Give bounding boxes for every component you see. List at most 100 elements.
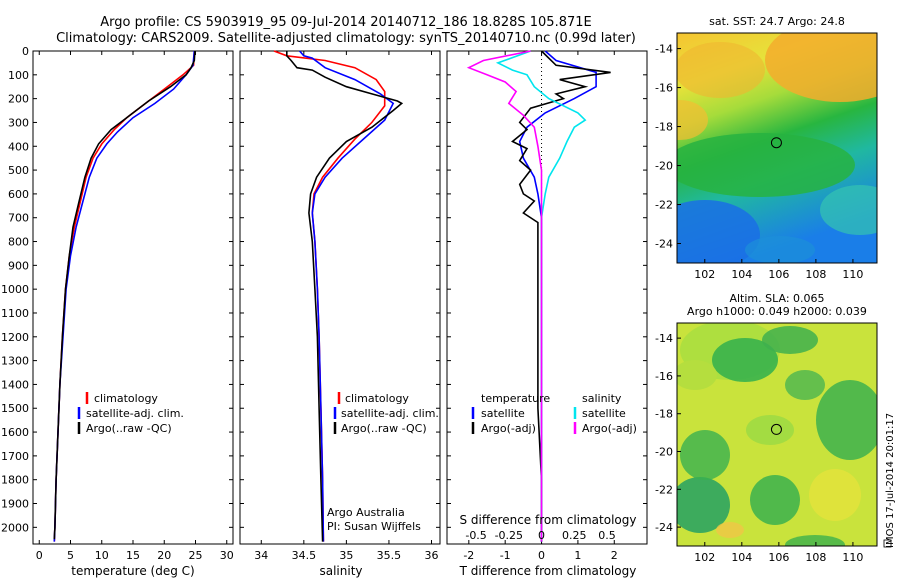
y-tick-label: 1900 xyxy=(1,498,29,511)
x-tick-label: 108 xyxy=(805,551,826,564)
x-tick-label: 104 xyxy=(731,268,752,281)
series-line-s-argo-adj- xyxy=(466,50,543,542)
y-tick-label: 1400 xyxy=(1,378,29,391)
y-tick-label: 1100 xyxy=(1,307,29,320)
argo-location-marker xyxy=(770,423,782,435)
sla-map-subtitle: Argo h1000: 0.049 h2000: 0.039 xyxy=(687,305,867,318)
y-tick-label: -18 xyxy=(655,408,673,421)
y-tick-label: 1700 xyxy=(1,450,29,463)
y-tick-label: 600 xyxy=(8,188,29,201)
y-tick-label: -16 xyxy=(655,82,673,95)
legend-s-argo-label: Argo(-adj) xyxy=(582,422,637,435)
difference-axes xyxy=(446,50,648,545)
temperature-axes xyxy=(32,50,234,545)
x-tick-label: 0 xyxy=(36,549,43,562)
x-tick-label: 34 xyxy=(254,549,268,562)
difference-lines xyxy=(466,50,611,542)
y-tick-label: -14 xyxy=(655,332,673,345)
legend-salinity-title: salinity xyxy=(582,392,622,405)
y-tick-label: 1000 xyxy=(1,283,29,296)
s-difference-ticks: -0.5 -0.25 0 0.25 0.5 xyxy=(465,529,615,542)
y-tick-label: 800 xyxy=(8,236,29,249)
x-tick-label: 110 xyxy=(842,268,863,281)
temperature-panel: 0 5 10 15 20 25 300100200300400500600700800900… xyxy=(1,45,234,578)
y-tick-label: -24 xyxy=(655,238,673,251)
x-tick-label: -1 xyxy=(500,549,511,562)
x-tick-label: 104 xyxy=(731,551,752,564)
y-tick-label: 300 xyxy=(8,116,29,129)
y-tick-label: 400 xyxy=(8,140,29,153)
temperature-legend: climatology satellite-adj. clim. Argo(..… xyxy=(77,392,184,435)
x-tick-label: 108 xyxy=(805,268,826,281)
x-tick-label: 102 xyxy=(694,268,715,281)
annotation-pi-name: PI: Susan Wijffels xyxy=(327,520,421,533)
sst-map-title: sat. SST: 24.7 Argo: 24.8 xyxy=(709,15,845,28)
y-tick-label: 500 xyxy=(8,164,29,177)
y-tick-label: -20 xyxy=(655,446,673,459)
difference-ticks: -2 -1 0 1 2 xyxy=(447,50,647,562)
argo-location-marker xyxy=(770,137,782,149)
x-tick-label: 0 xyxy=(538,549,545,562)
y-tick-label: 1600 xyxy=(1,426,29,439)
salinity-xlabel: salinity xyxy=(319,564,362,578)
y-tick-label: -22 xyxy=(655,483,673,496)
difference-legend: temperature satellite Argo(-adj) salinit… xyxy=(471,392,637,435)
legend-t-sat-label: satellite xyxy=(481,407,525,420)
legend-s-sat-label: satellite xyxy=(582,407,626,420)
salinity-lines xyxy=(273,50,404,542)
temperature-lines xyxy=(53,50,196,542)
y-tick-label: -14 xyxy=(655,43,673,56)
logo-icon xyxy=(883,539,892,548)
sla-map-frame xyxy=(676,322,878,547)
sla-map-title: Altim. SLA: 0.065 xyxy=(729,292,824,305)
legend-temperature-title: temperature xyxy=(481,392,550,405)
salinity-ticks: 34 34.5 35 35.5 36 xyxy=(240,50,440,562)
x-tick-label: 35 xyxy=(339,549,353,562)
x-tick-label: 1 xyxy=(574,549,581,562)
y-tick-label: 900 xyxy=(8,259,29,272)
sla-heatmap xyxy=(677,323,877,546)
sla-map-ticks: 102 104 106 108 110 -14 -16 -18 -20 -22 -24 xyxy=(655,332,863,564)
x-tick-label: 2 xyxy=(611,549,618,562)
y-tick-label: 1800 xyxy=(1,474,29,487)
y-tick-label: 1200 xyxy=(1,331,29,344)
y-tick-label: -18 xyxy=(655,121,673,134)
difference-panel: -2 -1 0 1 2 temperature satellite Argo(-adj)… xyxy=(446,50,648,578)
x-tick-label: 15 xyxy=(126,549,140,562)
legend-sat-label: satellite-adj. clim. xyxy=(341,407,439,420)
x-tick-label: 36 xyxy=(424,549,438,562)
y-tick-label: -16 xyxy=(655,370,673,383)
y-tick-label: 0 xyxy=(22,45,29,58)
legend-clim-label: climatology xyxy=(345,392,409,405)
series-line-argo-raw-qc- xyxy=(285,51,404,542)
y-tick-label: 100 xyxy=(8,69,29,82)
legend-clim-label: climatology xyxy=(94,392,158,405)
s-tick-label: 0 xyxy=(538,529,545,542)
x-tick-label: 20 xyxy=(157,549,171,562)
sst-map-frame xyxy=(676,32,878,264)
t-difference-xlabel: T difference from climatology xyxy=(459,564,637,578)
x-tick-label: 102 xyxy=(694,551,715,564)
y-tick-label: 1300 xyxy=(1,355,29,368)
s-tick-label: 0.25 xyxy=(562,529,587,542)
salinity-legend: climatology satellite-adj. clim. Argo(..… xyxy=(333,392,439,435)
y-tick-label: -24 xyxy=(655,521,673,534)
x-tick-label: -2 xyxy=(463,549,474,562)
annotation-argo-australia: Argo Australia xyxy=(327,506,405,519)
y-tick-label: 2000 xyxy=(1,521,29,534)
x-tick-label: 25 xyxy=(189,549,203,562)
x-tick-label: 106 xyxy=(768,551,789,564)
temperature-ticks: 0 5 10 15 20 25 300100200300400500600700800900… xyxy=(1,45,234,562)
legend-argo-label: Argo(..raw -QC) xyxy=(341,422,427,435)
x-tick-label: 110 xyxy=(842,551,863,564)
sst-map-panel: sat. SST: 24.7 Argo: 24.8 102 104 106 108 11… xyxy=(655,15,878,281)
y-tick-label: 200 xyxy=(8,93,29,106)
x-tick-label: 106 xyxy=(768,268,789,281)
s-tick-label: -0.5 xyxy=(465,529,486,542)
sla-map-panel: Altim. SLA: 0.065 Argo h1000: 0.049 h200… xyxy=(655,292,878,564)
title-line-1: Argo profile: CS 5903919_95 09-Jul-2014 … xyxy=(100,15,591,30)
x-tick-label: 34.5 xyxy=(292,549,317,562)
s-tick-label: -0.25 xyxy=(495,529,523,542)
x-tick-label: 5 xyxy=(67,549,74,562)
